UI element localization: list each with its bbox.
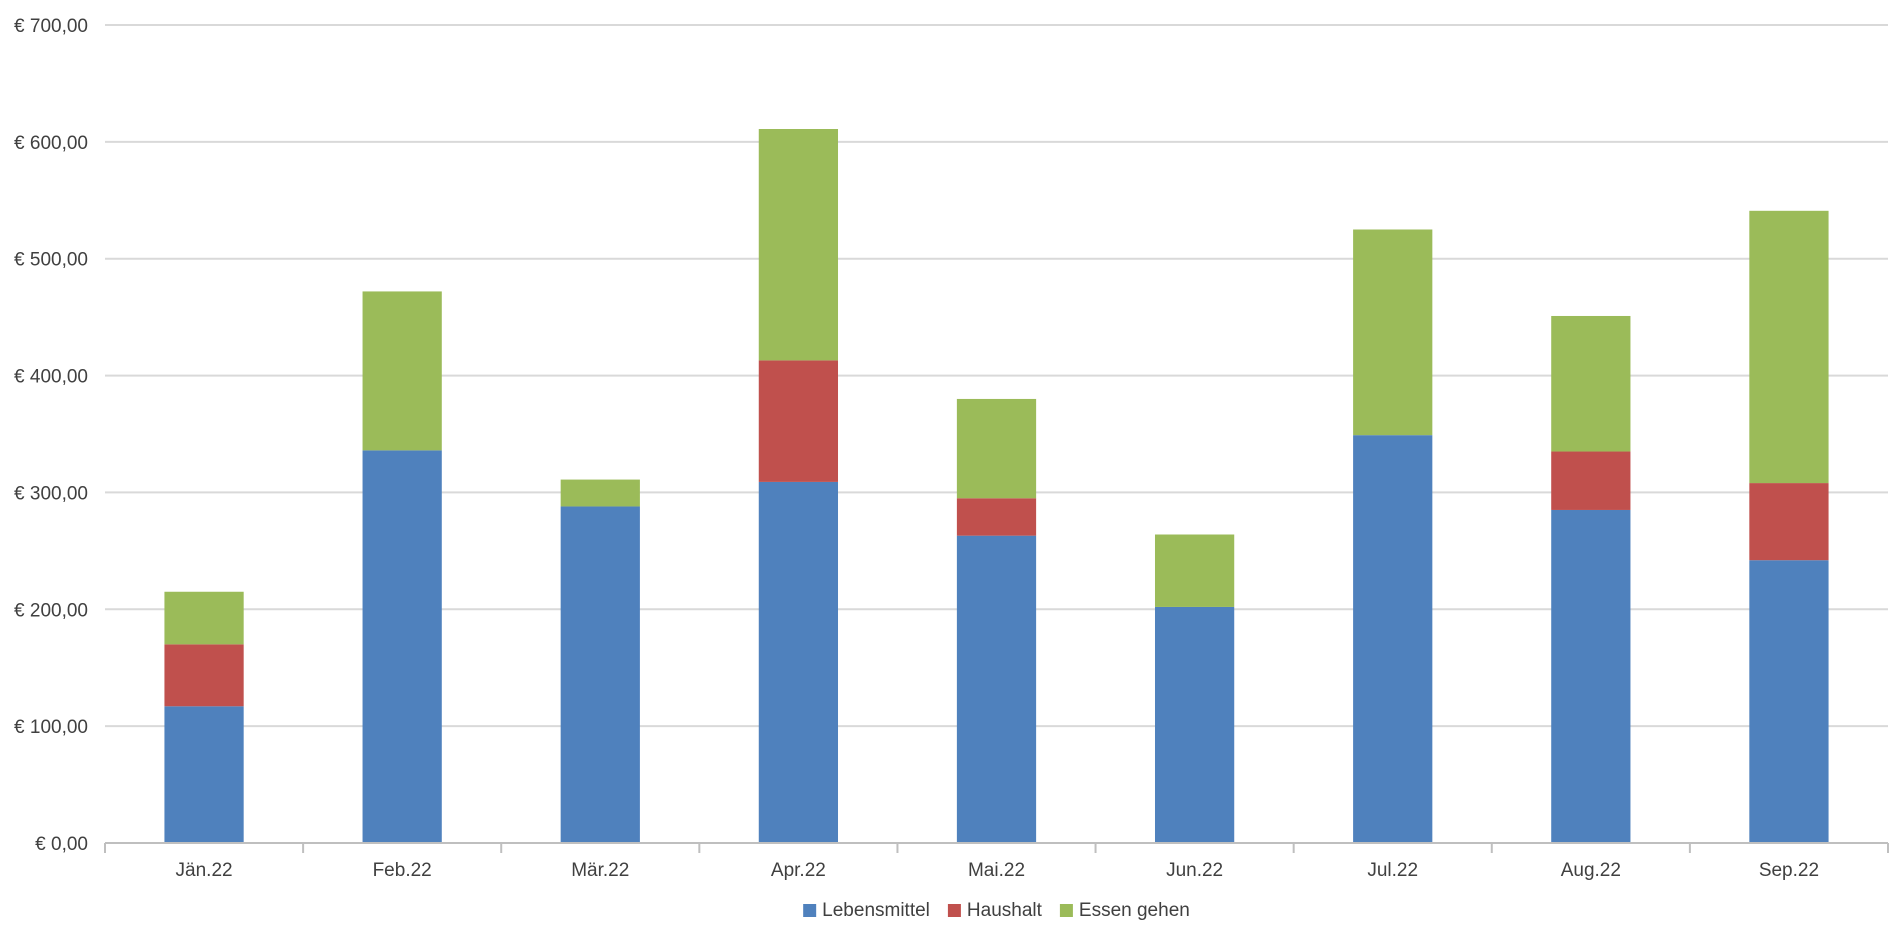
x-tick-label: Feb.22: [373, 860, 432, 881]
bar-segment-lebensmittel: [1749, 560, 1829, 843]
bar-segment-essen-gehen: [560, 479, 640, 507]
bar-segment-essen-gehen: [1353, 229, 1433, 436]
bar-segment-lebensmittel: [164, 706, 244, 843]
x-axis-tick-labels: Jän.22 Feb.22 Mär.22 Apr.22 Mai.22 Jun.22 Jul.…: [176, 860, 1820, 881]
y-axis-tick-labels: € 0,00 € 100,00 € 200,00 € 300,00 € 400,00 € …: [14, 16, 88, 855]
y-tick-label: € 300,00: [14, 483, 88, 504]
x-tick-label: Jul.22: [1367, 860, 1418, 881]
bar-segment-haushalt: [758, 360, 839, 482]
bar-segment-lebensmittel: [956, 535, 1037, 843]
y-tick-label: € 400,00: [14, 367, 88, 388]
bar-segment-lebensmittel: [758, 481, 839, 843]
bar-segment-lebensmittel: [1551, 509, 1631, 843]
bar-segment-lebensmittel: [1353, 435, 1433, 843]
bar-segment-essen-gehen: [1749, 210, 1829, 484]
legend-swatch: [947, 904, 961, 917]
bar-segment-lebensmittel: [362, 450, 442, 843]
x-tick-label: Jun.22: [1166, 860, 1223, 881]
y-tick-label: € 200,00: [14, 600, 88, 621]
bar-segment-essen-gehen: [758, 129, 839, 361]
bar-segment-haushalt: [1749, 483, 1829, 561]
bar-segment-essen-gehen: [1154, 534, 1235, 607]
legend-label: Lebensmittel: [822, 900, 930, 921]
legend-label: Haushalt: [967, 900, 1043, 921]
legend-swatch: [1059, 904, 1073, 917]
x-tick-label: Mai.22: [968, 860, 1025, 881]
legend-label: Essen gehen: [1079, 900, 1190, 921]
x-tick-label: Jän.22: [176, 860, 233, 881]
bar-segment-haushalt: [956, 498, 1037, 536]
legend-item: Haushalt: [947, 900, 1043, 921]
bar-segment-haushalt: [164, 644, 244, 707]
legend-swatch: [803, 904, 817, 917]
y-tick-label: € 700,00: [14, 16, 88, 37]
bar-segment-lebensmittel: [1154, 606, 1235, 843]
bar-segment-essen-gehen: [362, 291, 442, 451]
x-tick-label: Aug.22: [1561, 860, 1621, 881]
bar-segment-haushalt: [1551, 451, 1631, 510]
bar-segment-essen-gehen: [1551, 315, 1631, 452]
bar-segment-lebensmittel: [560, 506, 640, 843]
x-axis: [104, 842, 1889, 853]
legend-item: Lebensmittel: [803, 900, 930, 921]
x-tick-label: Apr.22: [771, 860, 826, 881]
y-tick-label: € 0,00: [35, 834, 88, 855]
x-tick-label: Mär.22: [571, 860, 629, 881]
y-tick-label: € 600,00: [14, 133, 88, 154]
legend-item: Essen gehen: [1059, 900, 1190, 921]
x-tick-label: Sep.22: [1759, 860, 1819, 881]
y-tick-label: € 500,00: [14, 250, 88, 271]
bars: [164, 129, 1829, 843]
bar-segment-essen-gehen: [956, 398, 1037, 499]
legend: Lebensmittel Haushalt Essen gehen: [803, 900, 1190, 921]
bar-segment-essen-gehen: [164, 591, 244, 645]
y-tick-label: € 100,00: [14, 717, 88, 738]
